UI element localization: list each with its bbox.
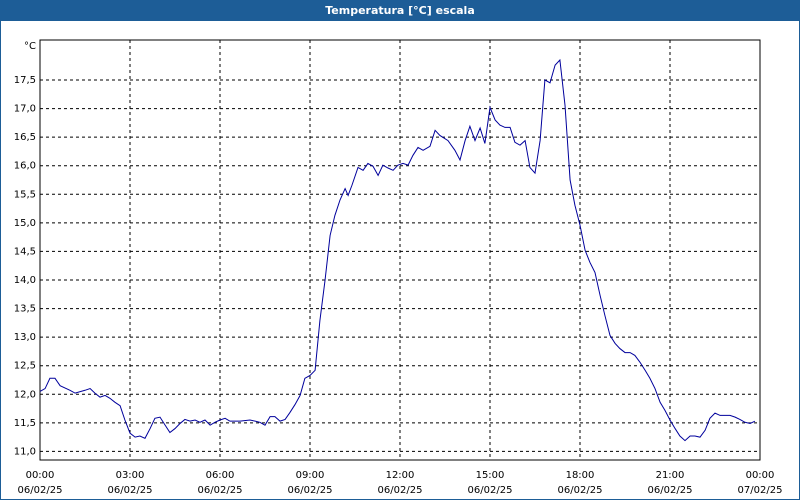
window-border [0, 21, 1, 500]
x-tick-date: 06/02/25 [378, 485, 423, 496]
y-tick-label: 17,5 [14, 75, 36, 86]
plot-frame [39, 39, 761, 461]
x-tick-date: 06/02/25 [18, 485, 63, 496]
y-tick-label: 11,5 [14, 418, 36, 429]
x-tick-label: 06:00 [206, 470, 235, 481]
y-tick-label: 16,0 [14, 161, 36, 172]
y-tick-label: 11,0 [14, 446, 36, 457]
y-tick-label: 15,5 [14, 189, 36, 200]
x-tick-label: 00:00 [746, 470, 775, 481]
x-tick-label: 18:00 [566, 470, 595, 481]
x-tick-label: 12:00 [386, 470, 415, 481]
y-tick-label: 12,0 [14, 389, 36, 400]
x-tick-label: 09:00 [296, 470, 325, 481]
title-bar [0, 0, 800, 21]
x-tick-label: 00:00 [26, 470, 55, 481]
y-tick-label: 13,0 [14, 332, 36, 343]
x-tick-date: 06/02/25 [198, 485, 243, 496]
y-tick-label: 17,0 [14, 104, 36, 115]
y-axis-label: °C [24, 41, 36, 52]
y-tick-label: 12,5 [14, 361, 36, 372]
y-tick-label: 15,0 [14, 218, 36, 229]
x-tick-label: 15:00 [476, 470, 505, 481]
x-tick-date: 06/02/25 [558, 485, 603, 496]
data-line [39, 58, 756, 442]
x-tick-date: 06/02/25 [288, 485, 333, 496]
y-tick-label: 16,5 [14, 132, 36, 143]
y-tick-label: 14,0 [14, 275, 36, 286]
y-tick-label: 14,5 [14, 246, 36, 257]
x-tick-date: 06/02/25 [468, 485, 513, 496]
y-tick-label: 13,5 [14, 304, 36, 315]
x-tick-label: 21:00 [656, 470, 685, 481]
x-tick-date: 06/02/25 [648, 485, 693, 496]
x-tick-date: 07/02/25 [738, 485, 783, 496]
x-tick-label: 03:00 [116, 470, 145, 481]
x-tick-date: 06/02/25 [108, 485, 153, 496]
chart-title: Temperatura [°C] escala [325, 4, 475, 17]
